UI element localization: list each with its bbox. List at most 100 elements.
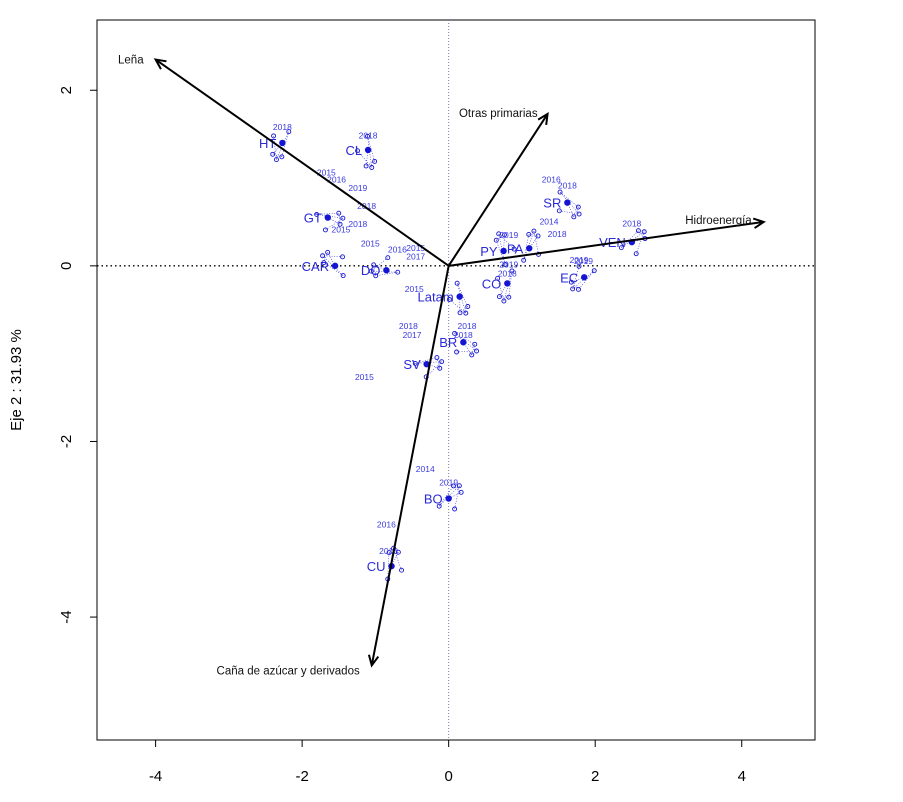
x-tick-label: -2 (295, 768, 308, 785)
trail-point (452, 330, 458, 336)
variable-label: Hidroenergía (685, 215, 752, 227)
variable-label: Caña de azúcar y derivados (217, 665, 360, 677)
y-tick-label: 2 (58, 86, 75, 94)
trail-point (521, 257, 527, 263)
trail-point (274, 157, 279, 163)
year-label: 2016 (377, 520, 396, 530)
country-label: BO (424, 492, 443, 507)
trail-point (270, 151, 276, 157)
trail-point (314, 211, 320, 217)
trail-point (337, 221, 343, 227)
year-label: 2018 (379, 546, 398, 556)
trail-point (385, 255, 391, 261)
country-point (423, 360, 430, 368)
trail-point (321, 260, 327, 266)
year-label: 2018 (348, 219, 367, 229)
trail-point (575, 204, 581, 210)
year-label: 2015 (317, 167, 336, 177)
trail-point (446, 297, 452, 302)
year-label: 2016 (542, 174, 561, 184)
trail-point (506, 294, 512, 300)
year-label: 2019 (499, 230, 518, 240)
country-point (279, 139, 286, 147)
year-label: 2017 (406, 252, 425, 262)
trail-point (474, 348, 479, 354)
year-label: 2014 (416, 464, 435, 474)
country-label: SV (403, 357, 421, 372)
country-point (383, 267, 390, 274)
country-label: PA (507, 241, 524, 256)
year-label: 2018 (357, 201, 376, 211)
country-point (445, 495, 452, 502)
y-tick-label: -4 (58, 610, 75, 623)
variable-arrow: Otras primarias (447, 108, 549, 267)
x-tick-label: 2 (591, 768, 599, 785)
country-label: DO (361, 263, 381, 278)
plot-frame (96, 19, 816, 741)
country-trail (556, 189, 582, 220)
trail-point (502, 262, 508, 267)
country-point (456, 293, 463, 300)
trail-point (618, 245, 624, 251)
variable-label: Leña (118, 55, 144, 67)
trail-point (570, 286, 576, 292)
variable-label: Otras primarias (459, 108, 538, 120)
trail-point (633, 251, 639, 257)
trail-point (452, 506, 458, 512)
year-label: 2019 (439, 477, 458, 487)
arrow-head (153, 58, 167, 70)
country-point (364, 146, 372, 154)
country-trail (521, 228, 541, 263)
trail-point (463, 310, 469, 316)
year-label: 2019 (348, 183, 367, 193)
country-label: GT (304, 211, 322, 226)
variable-arrow: Caña de azúcar y derivados (217, 265, 450, 677)
trail-point (454, 349, 460, 355)
trail-point (320, 253, 326, 259)
trail-point (340, 273, 346, 279)
country-trail (618, 228, 648, 257)
trail-point (363, 163, 369, 169)
year-label: 2017 (403, 330, 422, 340)
country-label: CU (367, 559, 386, 574)
year-label: 2018 (273, 122, 292, 132)
trail-point (469, 352, 475, 358)
trail-point (336, 210, 342, 216)
trail-point (571, 214, 577, 220)
country-label: SR (543, 196, 561, 211)
year-label: 2019 (499, 260, 518, 270)
trail-point (279, 154, 285, 160)
trail-point (526, 231, 532, 237)
year-label: 2018 (548, 229, 567, 239)
country-point (460, 339, 467, 346)
year-label: 2016 (327, 174, 346, 184)
year-label: 2018 (359, 131, 378, 141)
trail-point (365, 133, 370, 139)
country-trail (568, 263, 597, 292)
year-label: 2018 (454, 330, 473, 340)
trail-point (340, 254, 345, 260)
country-label: Latam (418, 290, 454, 305)
country-point (500, 247, 507, 255)
trail-point (456, 483, 462, 489)
year-label: 2015 (361, 239, 380, 249)
country-label: CAR (302, 259, 329, 274)
country-point (324, 214, 331, 221)
year-label: 2018 (458, 321, 477, 331)
trail-point (496, 231, 502, 237)
trail-point (325, 249, 331, 255)
y-tick-label: -2 (58, 435, 75, 448)
trail-point (457, 310, 463, 316)
year-label: 2018 (498, 268, 517, 278)
trail-point (373, 273, 379, 279)
trail-point (395, 269, 401, 275)
trail-point (372, 158, 378, 164)
trail-point (635, 228, 641, 234)
trail-point (465, 304, 471, 309)
year-label: 2015 (332, 224, 351, 234)
country-label: HT (259, 136, 276, 151)
trail-point (556, 208, 562, 214)
trail-point (568, 279, 574, 285)
trail-point (509, 268, 515, 274)
trail-point (340, 215, 346, 221)
